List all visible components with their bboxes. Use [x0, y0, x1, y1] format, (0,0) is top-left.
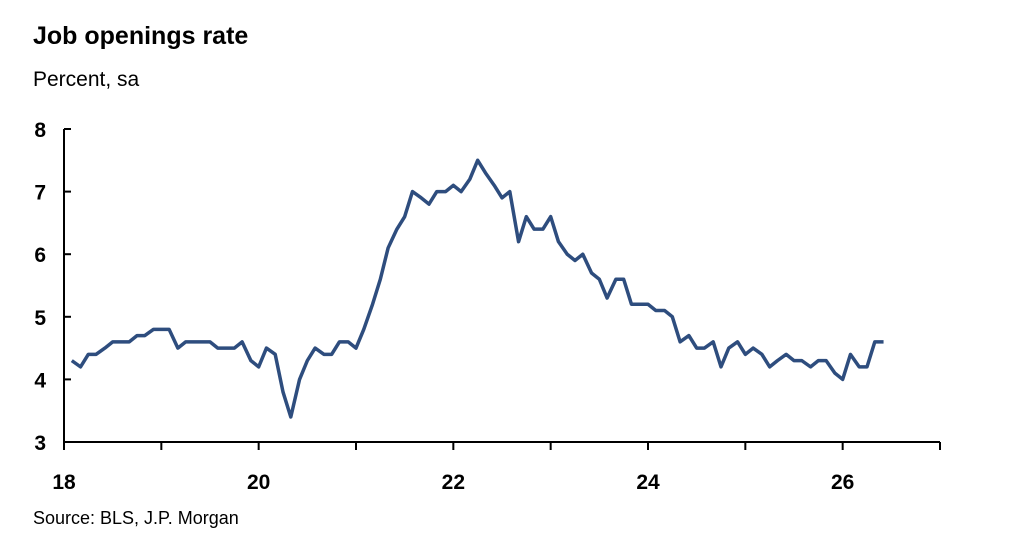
x-tick-label: 24 [636, 471, 660, 494]
source-note: Source: BLS, J.P. Morgan [33, 508, 239, 528]
y-tick-label: 3 [34, 432, 46, 455]
x-tick-label: 26 [831, 471, 854, 494]
y-tick-label: 6 [34, 244, 46, 267]
y-tick-label: 4 [34, 369, 46, 392]
chart-subtitle: Percent, sa [33, 68, 140, 91]
x-tick-label: 20 [247, 471, 270, 494]
y-tick-label: 8 [34, 119, 46, 142]
y-tick-label: 7 [34, 182, 46, 205]
x-tick-label: 22 [442, 471, 465, 494]
x-tick-label: 18 [52, 471, 76, 494]
data-line [70, 158, 884, 419]
chart-title: Job openings rate [33, 22, 248, 50]
y-tick-label: 5 [34, 307, 46, 330]
